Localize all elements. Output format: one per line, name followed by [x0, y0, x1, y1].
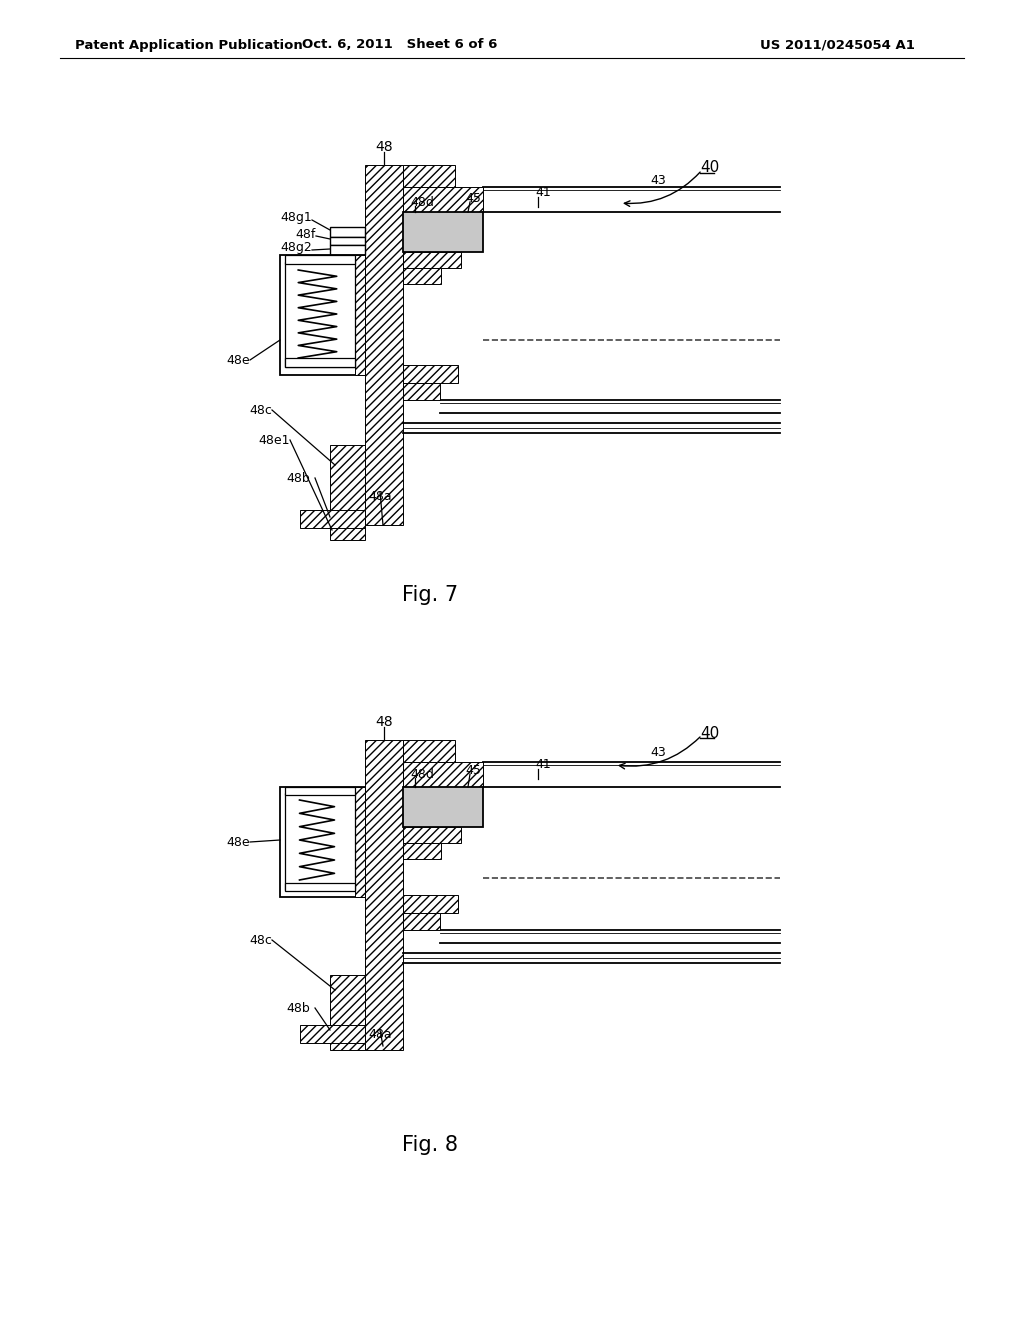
Bar — [300, 1026, 365, 1043]
Bar — [280, 255, 365, 375]
Bar — [285, 261, 355, 367]
Text: Fig. 7: Fig. 7 — [402, 585, 458, 605]
Bar — [285, 255, 355, 264]
Bar — [403, 187, 483, 213]
Bar — [285, 787, 355, 795]
Text: 45: 45 — [465, 763, 481, 776]
Bar — [330, 246, 365, 255]
Text: 40: 40 — [700, 161, 719, 176]
Text: Patent Application Publication: Patent Application Publication — [75, 38, 303, 51]
Text: 48e: 48e — [226, 354, 250, 367]
Bar — [285, 883, 355, 891]
Bar — [403, 213, 483, 252]
Bar — [330, 238, 365, 246]
Bar — [403, 741, 455, 762]
Bar — [330, 227, 365, 238]
Bar — [403, 383, 440, 400]
Bar — [330, 445, 365, 525]
Bar — [403, 895, 458, 913]
Bar — [403, 366, 458, 383]
Text: 48b: 48b — [287, 471, 310, 484]
Bar — [330, 975, 365, 1049]
Bar — [403, 828, 461, 843]
Text: 48: 48 — [375, 715, 393, 729]
Text: 48a: 48a — [369, 491, 392, 503]
Bar — [403, 787, 483, 828]
Text: 48c: 48c — [249, 933, 272, 946]
Text: Fig. 8: Fig. 8 — [402, 1135, 458, 1155]
Text: 48d: 48d — [410, 197, 434, 210]
Text: 48e1: 48e1 — [258, 433, 290, 446]
Text: 48a: 48a — [369, 1028, 392, 1041]
Text: 43: 43 — [650, 746, 666, 759]
Text: 48g1: 48g1 — [281, 211, 312, 224]
Bar — [403, 913, 440, 931]
Bar — [330, 525, 365, 540]
Bar — [355, 787, 365, 898]
Text: 48f: 48f — [296, 227, 316, 240]
Bar — [403, 252, 461, 268]
Bar — [355, 255, 365, 375]
Text: 40: 40 — [700, 726, 719, 741]
Text: 45: 45 — [465, 191, 481, 205]
Bar — [285, 358, 355, 367]
Bar — [403, 268, 441, 284]
Text: 48c: 48c — [249, 404, 272, 417]
Text: US 2011/0245054 A1: US 2011/0245054 A1 — [760, 38, 914, 51]
Text: Oct. 6, 2011   Sheet 6 of 6: Oct. 6, 2011 Sheet 6 of 6 — [302, 38, 498, 51]
Bar — [365, 165, 403, 525]
Text: 41: 41 — [535, 186, 551, 199]
Bar — [285, 793, 355, 890]
Bar — [403, 165, 455, 187]
Text: 48g2: 48g2 — [281, 242, 312, 255]
Bar — [365, 741, 403, 1049]
Bar — [280, 787, 365, 898]
Text: 48b: 48b — [287, 1002, 310, 1015]
Bar — [300, 510, 365, 528]
Text: 48: 48 — [375, 140, 393, 154]
Text: 48e: 48e — [226, 836, 250, 849]
Text: 43: 43 — [650, 173, 666, 186]
Bar — [403, 762, 483, 787]
Text: 41: 41 — [535, 759, 551, 771]
Bar — [403, 843, 441, 859]
Text: 48d: 48d — [410, 768, 434, 781]
